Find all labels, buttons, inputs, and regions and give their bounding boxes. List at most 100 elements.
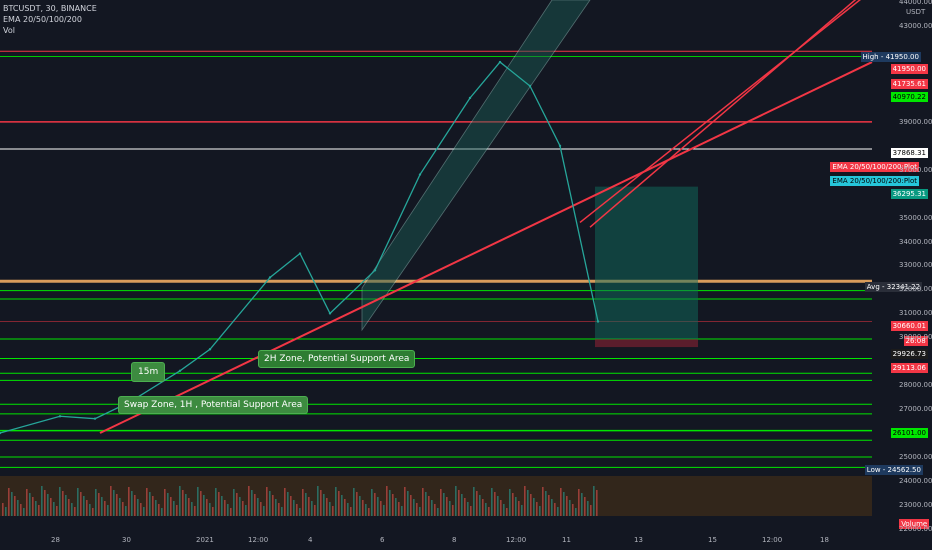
volume-bar [32,497,34,516]
trendline-2 [579,0,861,224]
volume-bar [197,487,199,516]
volume-bar [359,496,361,516]
volume-bar [572,504,574,516]
swap-zone-note[interactable]: Swap Zone, 1H , Potential Support Area [118,396,309,414]
volume-bar [254,494,256,516]
volume-bar [386,486,388,516]
timeframe-15m-note[interactable]: 15m [131,362,166,382]
volume-bar [596,490,598,516]
volume-bar [581,493,583,516]
volume-bar [536,502,538,516]
volume-bar [554,503,556,516]
volume-bar [500,500,502,516]
volume-bar [335,487,337,516]
volume-bar [311,501,313,516]
volume-bar [563,492,565,516]
price-tag: 30660.01 [890,321,928,331]
volume-bar [407,491,409,516]
volume-bar [116,494,118,516]
y-tick-label: 28000.00 [899,381,932,390]
volume-bar [185,494,187,516]
volume-bar [95,489,97,516]
vol-line[interactable]: Vol [3,26,15,35]
volume-bar [497,496,499,516]
volume-bar [167,493,169,516]
volume-bar [170,497,172,516]
volume-bar [242,501,244,516]
volume-bar [65,495,67,516]
volume-bar [569,500,571,516]
volume-bar [140,503,142,516]
volume-bar [527,490,529,516]
volume-bar [263,506,265,516]
x-tick-label: 8 [452,536,457,544]
zone-2h-note[interactable]: 2H Zone, Potential Support Area [258,350,416,368]
price-tag: Low - 24562.50 [864,465,923,475]
price-tag: 40970.22 [890,92,928,102]
ema-line[interactable]: EMA 20/50/100/200 [3,15,82,24]
volume-bar [506,508,508,516]
volume-bar [419,507,421,516]
volume-bar [365,504,367,516]
x-tick-label: 18 [820,536,829,544]
volume-bar [278,503,280,516]
price-tag: 37868.31 [890,148,928,158]
volume-bar [428,496,430,516]
volume-bar [47,494,49,516]
axis-unit: USDT [906,8,926,16]
volume-bar [203,495,205,516]
x-tick-label: 12:00 [762,536,783,544]
volume-bar [2,503,4,516]
price-point-12 [498,60,502,64]
volume-bar [155,500,157,516]
x-tick-label: 6 [380,536,385,544]
volume-bar [56,506,58,516]
volume-bar [398,502,400,516]
volume-bar [326,498,328,516]
volume-bar [542,487,544,516]
volume-bar [236,493,238,516]
volume-bar [476,491,478,516]
volume-bar [146,488,148,516]
volume-bar [470,506,472,516]
volume-bar [92,508,94,516]
volume-bar [437,508,439,516]
volume-bar [317,486,319,516]
volume-bar [368,508,370,516]
chart-legend: BTCUSDT, 30, BINANCE EMA 20/50/100/200 V… [3,3,97,36]
volume-bar [548,495,550,516]
volume-bar [353,488,355,516]
volume-bar [194,506,196,516]
volume-bar [77,488,79,516]
volume-bar [86,500,88,516]
volume-bar [515,497,517,516]
volume-bar [440,489,442,516]
volume-bar [374,493,376,516]
x-tick-label: 2021 [196,536,214,544]
volume-bar [179,486,181,516]
volume-bar [593,486,595,516]
volume-bar [8,488,10,516]
volume-bar [467,502,469,516]
price-point-1 [58,415,62,418]
volume-bar [341,495,343,516]
volume-bar [338,491,340,516]
volume-bar [149,492,151,516]
volume-bar [128,487,130,516]
volume-bar [431,500,433,516]
volume-bar [443,493,445,516]
volume-bar [482,499,484,516]
volume-bar [383,505,385,516]
volume-bar [98,493,100,516]
volume-bar [332,506,334,516]
symbol-line[interactable]: BTCUSDT, 30, BINANCE [3,4,97,13]
volume-bar [392,494,394,516]
volume-bar [239,497,241,516]
price-point-15 [596,320,600,323]
volume-bar [218,492,220,516]
price-tag: EMA 20/50/100/200:Plot [830,162,920,172]
price-point-2 [93,417,97,420]
volume-bar [125,506,127,516]
